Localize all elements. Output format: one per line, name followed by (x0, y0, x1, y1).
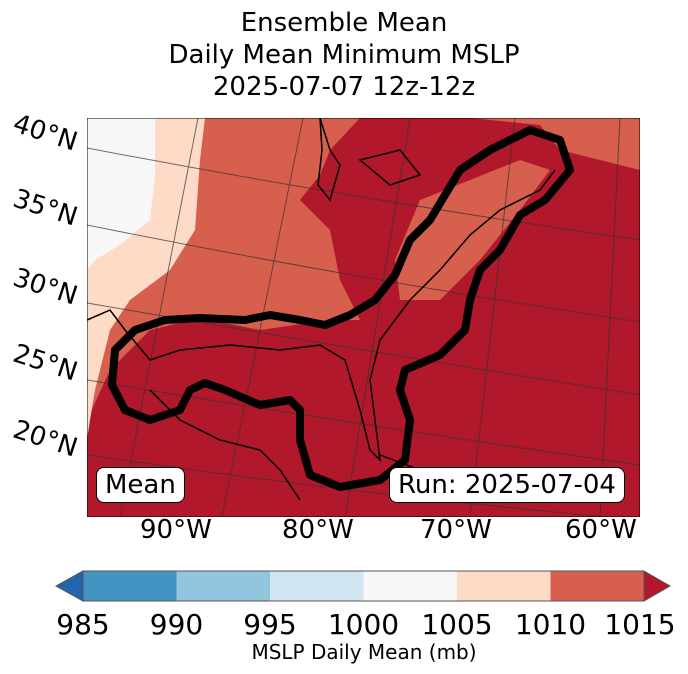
lat-label-40n: 40°N (9, 108, 81, 158)
colorbar-bin-1000-1005 (363, 571, 457, 601)
colorbar-bin-1010-1015 (550, 571, 644, 601)
colorbar (54, 570, 672, 602)
colorbar-bin-1005-1010 (457, 571, 551, 601)
lon-label-70w: 70°W (420, 515, 492, 545)
title-line-2: Daily Mean Minimum MSLP (168, 40, 520, 70)
colorbar-tick-1000: 1000 (327, 608, 400, 641)
colorbar-tick-995: 995 (243, 608, 297, 641)
lat-label-20n: 20°N (9, 414, 81, 464)
lon-label-90w: 90°W (140, 515, 212, 545)
lat-label-35n: 35°N (9, 183, 81, 233)
lon-label-80w: 80°W (282, 515, 354, 545)
region-1000-1005 (87, 118, 155, 270)
probability-contour (108, 126, 574, 491)
colorbar-under-triangle (54, 570, 84, 602)
lon-label-60w: 60°W (565, 515, 637, 545)
colorbar-bin-990-995 (176, 571, 270, 601)
title-line-1: Ensemble Mean (240, 8, 448, 38)
colorbar-label: MSLP Daily Mean (mb) (251, 640, 477, 664)
colorbar-tick-1015: 1015 (604, 608, 676, 641)
colorbar-bin-995-1000 (270, 571, 364, 601)
colorbar-tick-1005: 1005 (421, 608, 493, 641)
region-1010-1015-east (395, 160, 550, 300)
title-line-3: 2025-07-07 12z-12z (212, 72, 476, 102)
colorbar-bin-985-990 (83, 571, 177, 601)
lat-label-30n: 30°N (9, 262, 81, 312)
colorbar-over-triangle (643, 570, 672, 602)
colorbar-tick-990: 990 (149, 608, 204, 641)
colorbar-tick-1010: 1010 (514, 608, 587, 641)
region-1010-1015 (87, 118, 640, 420)
run-date-box: Run: 2025-07-04 (389, 467, 625, 503)
lat-label-25n: 25°N (9, 338, 81, 388)
colorbar-tick-985: 985 (56, 608, 110, 641)
mean-label-box: Mean (96, 467, 185, 503)
map (87, 118, 640, 517)
